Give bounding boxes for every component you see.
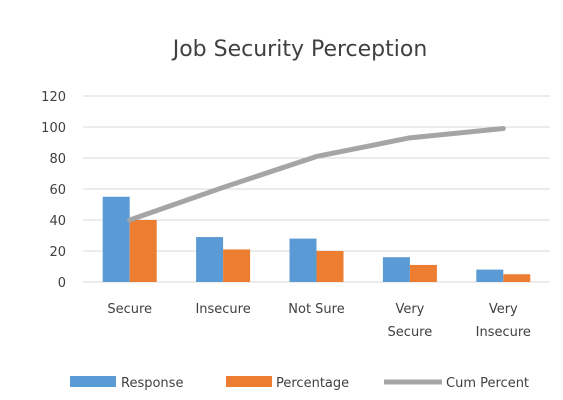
category-label: Very xyxy=(489,302,518,317)
category-labels: Secure Insecure Not Sure Very Secure Very Inse… xyxy=(107,302,531,340)
y-tick-label: 20 xyxy=(49,245,66,260)
legend-swatch-percentage xyxy=(226,376,272,387)
y-tick-label: 40 xyxy=(49,214,66,229)
category-label: Secure xyxy=(388,325,433,340)
category-label: Insecure xyxy=(195,302,250,317)
category-label: Insecure xyxy=(476,325,531,340)
bar-response-0 xyxy=(102,196,130,282)
bar-percentage-3 xyxy=(409,264,437,282)
cum-percent-line xyxy=(127,126,506,223)
y-axis-ticks: 0 20 40 60 80 100 120 xyxy=(41,90,66,291)
category-label: Not Sure xyxy=(288,302,344,317)
bar-percentage-4 xyxy=(503,274,531,282)
y-tick-label: 80 xyxy=(49,152,66,167)
legend-label-percentage: Percentage xyxy=(276,376,349,391)
category-label: Secure xyxy=(107,302,152,317)
legend-label-cum-percent: Cum Percent xyxy=(446,376,529,391)
bar-response-1 xyxy=(196,237,224,282)
y-tick-label: 0 xyxy=(58,276,66,291)
chart-title: Job Security Perception xyxy=(171,37,428,62)
y-tick-label: 60 xyxy=(49,183,66,198)
bar-percentage-0 xyxy=(129,220,157,282)
bar-response-4 xyxy=(476,269,504,282)
legend: Response Percentage Cum Percent xyxy=(70,376,529,391)
legend-label-response: Response xyxy=(121,376,183,391)
bar-response-3 xyxy=(382,257,410,282)
y-tick-label: 120 xyxy=(41,90,66,105)
legend-swatch-response xyxy=(70,376,116,387)
bar-percentage-1 xyxy=(223,249,251,282)
cum-percent-line-group xyxy=(127,126,506,223)
bar-response-2 xyxy=(289,238,317,282)
category-label: Very xyxy=(395,302,424,317)
bars xyxy=(102,196,531,282)
bar-percentage-2 xyxy=(316,251,344,282)
y-tick-label: 100 xyxy=(41,121,66,136)
